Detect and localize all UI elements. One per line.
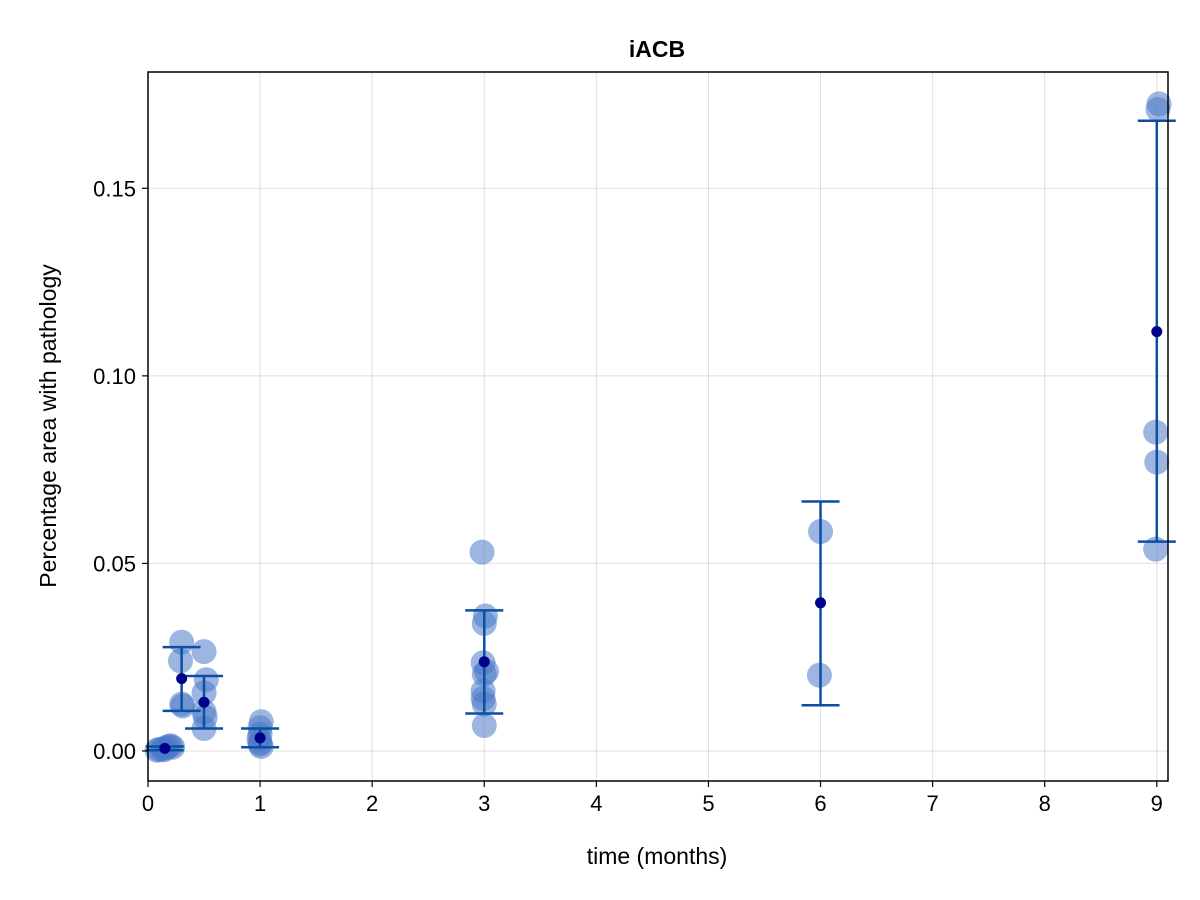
error-bars — [145, 119, 1176, 752]
x-tick-label: 5 — [702, 791, 714, 816]
x-tick-label: 9 — [1151, 791, 1163, 816]
chart-title: iACB — [629, 36, 685, 62]
data-point — [1145, 97, 1171, 123]
y-tick-label: 0.15 — [93, 176, 136, 201]
mean-point — [1151, 326, 1163, 338]
data-point — [169, 629, 195, 655]
y-tick-label: 0.10 — [93, 364, 136, 389]
x-tick-label: 6 — [814, 791, 826, 816]
x-tick-label: 2 — [366, 791, 378, 816]
mean-point — [176, 673, 188, 685]
y-tick-label: 0.00 — [93, 739, 136, 764]
x-tick-label: 4 — [590, 791, 602, 816]
mean-point — [478, 656, 490, 668]
grid — [147, 72, 1168, 781]
mean-point — [815, 597, 827, 609]
x-tick-label: 7 — [926, 791, 938, 816]
x-tick-label: 0 — [142, 791, 154, 816]
data-point — [191, 639, 217, 665]
mean-point — [254, 732, 266, 744]
x-axis-title: time (months) — [587, 843, 728, 869]
x-tick-label: 3 — [478, 791, 490, 816]
plot-frame — [147, 71, 1169, 782]
data-point — [471, 712, 497, 738]
mean-point — [198, 696, 210, 708]
mean-point — [159, 742, 171, 754]
x-tick-label: 1 — [254, 791, 266, 816]
y-axis-title: Percentage area with pathology — [35, 264, 61, 588]
mean-markers — [159, 326, 1163, 754]
y-tick-label: 0.05 — [93, 551, 136, 576]
x-axis: 0 1 2 3 4 5 6 7 8 9 — [142, 781, 1163, 816]
data-point — [1143, 536, 1169, 562]
x-tick-label: 8 — [1039, 791, 1051, 816]
data-point — [469, 539, 495, 565]
data-points — [144, 91, 1172, 763]
y-axis: 0.00 0.05 0.10 0.15 — [93, 176, 148, 764]
